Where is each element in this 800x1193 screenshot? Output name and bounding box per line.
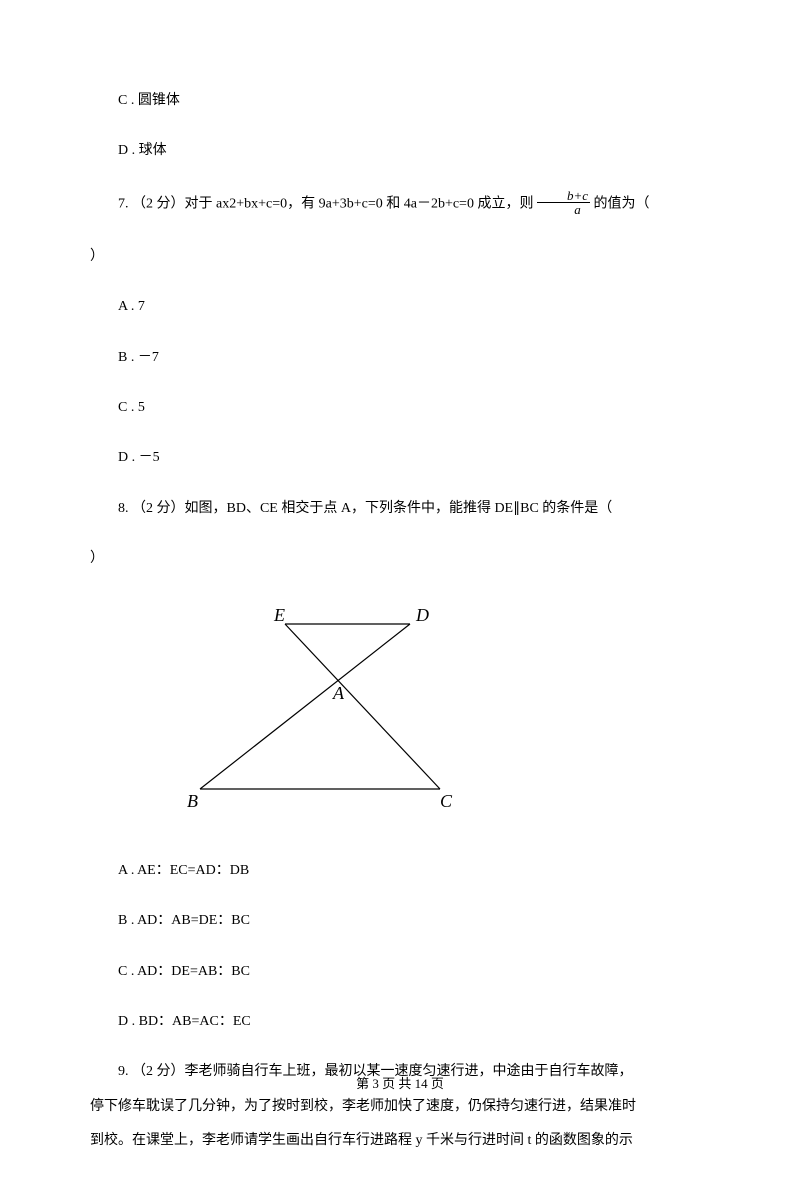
q7-stem-prefix: 7. （2 分）对于 ax2+bx+c=0，有 9a+3b+c=0 和 4a－2…	[118, 197, 537, 212]
q9-line3: 到校。在课堂上，李老师请学生画出自行车行进路程 y 千米与行进时间 t 的函数图…	[90, 1130, 710, 1152]
q7-option-a: A . 7	[90, 296, 710, 318]
edge-EC	[285, 624, 440, 789]
geometry-diagram: E D A B C	[170, 599, 480, 824]
label-C: C	[440, 791, 453, 811]
q7-stem-suffix: 的值为（	[590, 197, 650, 212]
label-A: A	[332, 683, 345, 703]
label-D: D	[415, 605, 429, 625]
q7-option-c: C . 5	[90, 397, 710, 419]
edge-DB	[200, 624, 410, 789]
q7-stem: 7. （2 分）对于 ax2+bx+c=0，有 9a+3b+c=0 和 4a－2…	[90, 191, 710, 218]
q7-option-b: B . －7	[90, 347, 710, 369]
q8-stem: 8. （2 分）如图，BD、CE 相交于点 A，下列条件中，能推得 DE∥BC …	[90, 498, 710, 520]
q8-figure: E D A B C	[90, 599, 710, 832]
page-content: C . 圆锥体 D . 球体 7. （2 分）对于 ax2+bx+c=0，有 9…	[0, 0, 800, 1193]
q7-close-paren: ）	[90, 246, 710, 268]
q8-option-a: A . AE：EC=AD：DB	[90, 860, 710, 882]
q7-option-d: D . －5	[90, 447, 710, 469]
q6-option-c: C . 圆锥体	[90, 90, 710, 112]
q6-option-d: D . 球体	[90, 140, 710, 162]
q8-option-d: D . BD：AB=AC：EC	[90, 1011, 710, 1033]
q7-frac-num: b+c	[537, 189, 590, 203]
label-E: E	[273, 605, 285, 625]
page-footer: 第 3 页 共 14 页	[0, 1073, 800, 1092]
q7-fraction: b+c a	[537, 189, 590, 216]
q8-option-b: B . AD：AB=DE：BC	[90, 910, 710, 932]
q8-close-paren: ）	[90, 548, 710, 570]
q8-option-c: C . AD：DE=AB：BC	[90, 961, 710, 983]
q7-frac-den: a	[537, 203, 590, 216]
q9-line2: 停下修车耽误了几分钟，为了按时到校，李老师加快了速度，仍保持匀速行进，结果准时	[90, 1096, 710, 1118]
label-B: B	[187, 791, 198, 811]
